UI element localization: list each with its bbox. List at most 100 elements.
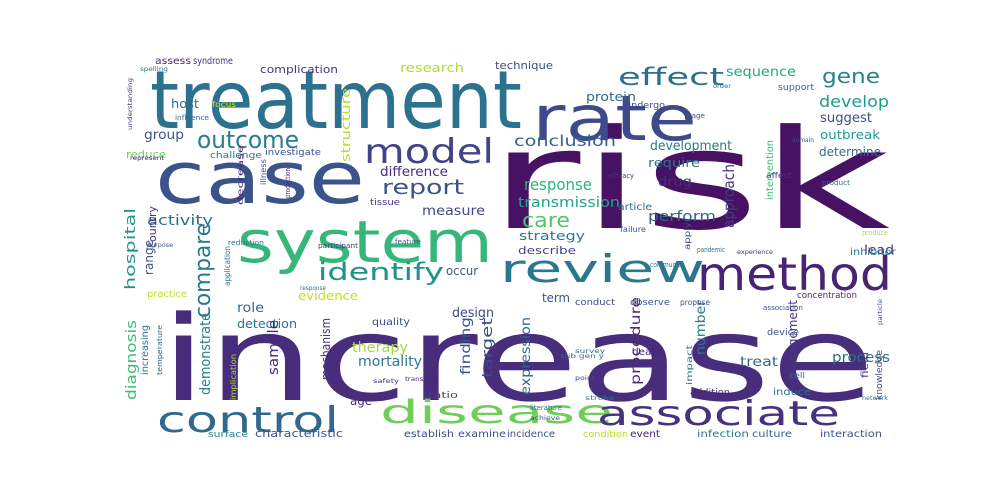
word-determine: determine: [819, 145, 881, 159]
word-pandemic: pandemic: [697, 246, 725, 254]
word-induce: induce: [773, 387, 811, 398]
word-point: point: [575, 375, 596, 382]
word-review: review: [500, 247, 705, 291]
word-conclusion: conclusion: [514, 132, 616, 150]
word-propose: propose: [680, 298, 710, 307]
word-interaction: interaction: [820, 429, 882, 440]
word-report: report: [382, 175, 464, 199]
word-diagnosis: diagnosis: [124, 320, 140, 400]
word-cell: cell: [789, 371, 805, 380]
word-event: event: [630, 429, 660, 440]
word-knowledge: knowledge: [875, 350, 885, 400]
word-expression: expression: [519, 317, 534, 395]
word-literature: literature: [530, 404, 562, 412]
word-article: article: [618, 202, 652, 213]
word-mechanism: mechanism: [319, 318, 333, 380]
word-experience: experience: [737, 249, 773, 256]
word-hospital: hospital: [123, 208, 139, 290]
word-model: model: [364, 132, 494, 172]
word-surface: surface: [208, 430, 249, 440]
word-production: production: [284, 168, 292, 198]
word-gene: gene: [822, 64, 880, 88]
word-survey: survey: [575, 348, 606, 355]
word-process: process: [832, 350, 890, 366]
word-increasing: increasing: [140, 325, 151, 375]
word-care: care: [522, 208, 570, 232]
word-observe: observe: [630, 298, 671, 308]
word-assess: assess: [155, 56, 191, 67]
word-achieve: achieve: [530, 415, 560, 422]
word-characteristic: characteristic: [255, 427, 343, 440]
word-practice: practice: [147, 289, 187, 300]
word-transmission: transmission: [518, 195, 620, 211]
word-difference: difference: [380, 165, 448, 180]
word-apply: apply: [683, 222, 692, 250]
word-field: field: [860, 352, 871, 378]
word-syndrome: syndrome: [193, 56, 233, 67]
word-efficacy: efficacy: [608, 172, 634, 180]
word-strategy: strategy: [519, 229, 585, 243]
word-perform: perform: [648, 209, 716, 225]
word-outbreak: outbreak: [820, 128, 880, 142]
word-affect: affect: [766, 171, 792, 180]
word-activity: activity: [147, 213, 213, 229]
word-finding: finding: [459, 317, 474, 375]
word-culture: culture: [752, 429, 792, 440]
word-stroke: stroke: [585, 395, 616, 402]
word-develop: develop: [819, 92, 889, 111]
word-range: range: [142, 240, 156, 275]
word-technique: technique: [495, 59, 553, 72]
word-addition: addition: [690, 388, 730, 398]
word-illness: illness: [259, 159, 268, 185]
word-group: group: [144, 128, 184, 143]
word-domain: domain: [792, 137, 814, 144]
word-conduct: conduct: [575, 298, 616, 308]
word-participant: participant: [318, 242, 358, 250]
word-management: management: [786, 300, 800, 380]
word-intervention: intervention: [765, 140, 776, 200]
word-procedure: procedure: [629, 297, 644, 385]
word-ratio: ratio: [428, 391, 459, 401]
word-require: require: [648, 156, 700, 170]
word-product: product: [822, 179, 850, 187]
word-research: research: [400, 61, 464, 75]
word-infection: infection: [697, 429, 749, 440]
word-understanding: understanding: [127, 78, 134, 130]
word-order: order: [713, 83, 732, 90]
word-suggest: suggest: [820, 111, 872, 126]
word-examine: examine: [458, 429, 506, 440]
word-occur: occur: [446, 264, 478, 278]
word-number: number: [694, 299, 709, 355]
word-associate: associate: [597, 394, 840, 434]
word-term: term: [542, 291, 570, 305]
word-reduction: reduction: [228, 239, 264, 247]
word-implication: implication: [229, 354, 238, 400]
word-represent: represent: [130, 155, 165, 162]
word-design: design: [452, 306, 494, 321]
word-challenge: challenge: [210, 151, 263, 161]
word-structure: structure: [339, 88, 353, 162]
word-case: case: [155, 136, 365, 220]
word-safety: safety: [373, 378, 400, 385]
word-host: host: [171, 97, 199, 111]
word-increase: increase: [160, 290, 875, 428]
word-development: development: [650, 139, 732, 154]
word-community: community: [650, 261, 684, 269]
word-concentration: concentration: [797, 291, 857, 301]
word-system: system: [237, 208, 493, 276]
word-mortality: mortality: [358, 354, 422, 370]
word-failure: failure: [620, 225, 646, 234]
word-death: death: [632, 347, 662, 358]
word-disease: disease: [380, 393, 613, 431]
word-device: device: [767, 328, 800, 338]
word-decrease: decrease: [236, 145, 245, 205]
word-network: network: [862, 395, 889, 402]
word-support: support: [778, 83, 814, 93]
word-response: response: [524, 175, 592, 194]
word-method: method: [697, 247, 892, 301]
word-quality: quality: [372, 317, 410, 328]
word-sub-gen-y: sub gen y: [560, 353, 605, 360]
word-incidence: incidence: [507, 429, 555, 440]
word-particle: particle: [877, 299, 884, 325]
word-complication: complication: [260, 63, 338, 76]
